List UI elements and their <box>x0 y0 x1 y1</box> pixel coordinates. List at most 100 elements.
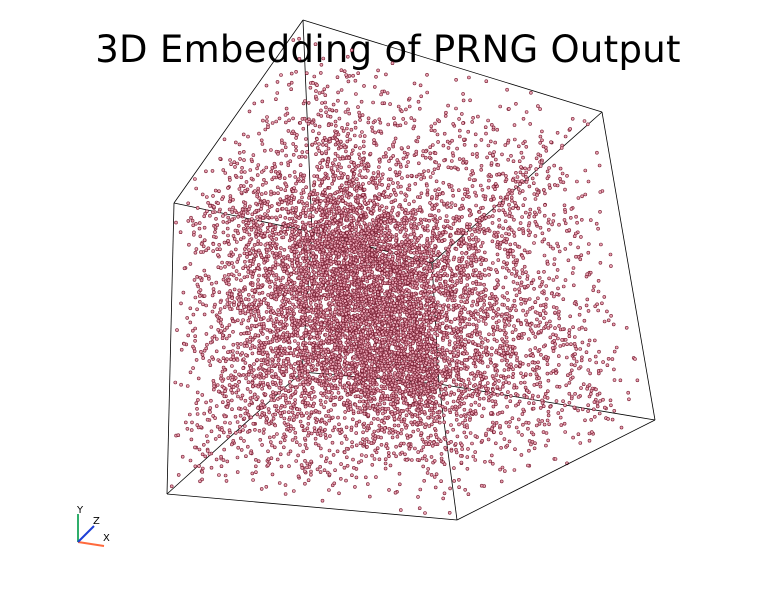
data-point <box>598 260 603 265</box>
data-point <box>483 273 487 278</box>
data-point <box>201 302 205 307</box>
data-point <box>212 334 217 339</box>
data-point <box>336 390 341 395</box>
data-point <box>540 129 544 134</box>
data-point <box>595 401 600 406</box>
data-point <box>233 414 238 419</box>
data-point <box>385 446 390 451</box>
data-point <box>521 375 525 379</box>
data-point <box>517 332 522 337</box>
data-point <box>459 299 464 304</box>
data-point <box>267 367 271 371</box>
data-point <box>552 294 556 299</box>
data-point <box>303 396 307 400</box>
data-point <box>446 146 451 150</box>
data-point <box>447 510 452 515</box>
data-point <box>554 275 559 279</box>
data-point <box>460 421 465 425</box>
data-point <box>549 140 553 144</box>
data-point <box>204 169 208 174</box>
data-point <box>391 181 395 185</box>
data-point <box>283 388 288 393</box>
data-point <box>542 269 546 274</box>
data-point <box>429 257 434 262</box>
data-point <box>307 352 312 356</box>
data-point <box>480 414 484 419</box>
data-point <box>256 333 260 338</box>
data-point <box>546 217 551 222</box>
data-point <box>580 407 585 412</box>
data-point <box>455 434 460 439</box>
data-point <box>248 168 253 172</box>
data-point <box>509 362 513 367</box>
data-point <box>265 327 270 332</box>
data-point <box>483 337 488 341</box>
data-point <box>280 140 284 145</box>
data-point <box>437 119 442 124</box>
data-point <box>244 180 249 184</box>
data-point <box>311 389 316 394</box>
data-point <box>251 368 256 372</box>
data-point <box>470 233 474 237</box>
data-point <box>430 203 434 207</box>
data-point <box>388 386 392 391</box>
data-point <box>181 290 186 295</box>
data-point <box>305 461 310 466</box>
data-point <box>180 454 185 459</box>
data-point <box>266 199 270 204</box>
data-point <box>394 454 398 459</box>
data-point <box>394 162 399 167</box>
data-point <box>541 404 546 409</box>
data-point <box>419 94 424 99</box>
data-point <box>485 155 489 160</box>
data-point <box>288 429 292 433</box>
data-point <box>530 396 535 401</box>
data-point <box>564 383 569 388</box>
data-point <box>606 356 611 361</box>
data-point <box>502 368 507 372</box>
data-point <box>275 91 280 95</box>
data-point <box>342 416 347 420</box>
data-point <box>202 411 206 416</box>
data-point <box>478 308 483 312</box>
data-point <box>388 167 392 171</box>
data-point <box>511 337 516 342</box>
data-point <box>284 182 288 187</box>
data-point <box>412 221 417 226</box>
data-point <box>265 115 269 119</box>
data-point <box>319 165 324 169</box>
data-point <box>526 223 531 228</box>
data-point <box>318 470 323 474</box>
data-point <box>520 335 524 340</box>
data-point <box>202 348 207 353</box>
data-point <box>609 313 613 318</box>
data-point <box>395 434 400 439</box>
data-point <box>256 278 261 282</box>
data-point <box>176 433 181 438</box>
data-point <box>213 416 217 420</box>
data-point <box>438 393 442 398</box>
data-point <box>576 196 581 200</box>
data-point <box>223 420 227 425</box>
data-point <box>471 281 475 285</box>
data-point <box>235 420 240 424</box>
data-point <box>505 305 510 310</box>
data-point <box>205 449 210 453</box>
data-point <box>344 425 349 430</box>
data-point <box>359 453 364 457</box>
data-point <box>280 200 284 205</box>
data-point <box>239 170 244 174</box>
data-point <box>332 425 337 430</box>
data-point <box>377 182 382 186</box>
data-point <box>547 183 552 187</box>
data-point <box>464 166 469 171</box>
data-point <box>321 286 326 290</box>
data-point <box>198 299 202 304</box>
data-point <box>280 206 285 211</box>
data-point <box>293 385 298 390</box>
data-point <box>218 300 223 304</box>
data-point <box>201 356 205 360</box>
data-point <box>447 408 452 412</box>
data-point <box>490 239 495 244</box>
